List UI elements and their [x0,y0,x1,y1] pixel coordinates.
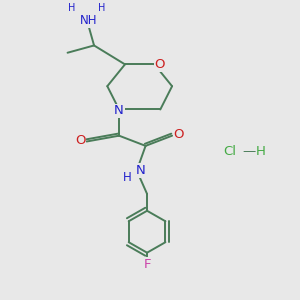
Text: N: N [135,164,145,177]
Text: —: — [242,145,255,158]
Text: H: H [98,3,106,13]
Text: N: N [114,104,124,117]
Text: H: H [256,145,266,158]
Text: NH: NH [80,14,98,27]
Text: Cl: Cl [223,145,236,158]
Text: H: H [123,170,132,184]
Text: O: O [173,128,184,141]
Text: F: F [143,258,151,271]
Text: O: O [154,58,165,71]
Text: O: O [75,134,86,147]
Text: H: H [68,3,75,13]
